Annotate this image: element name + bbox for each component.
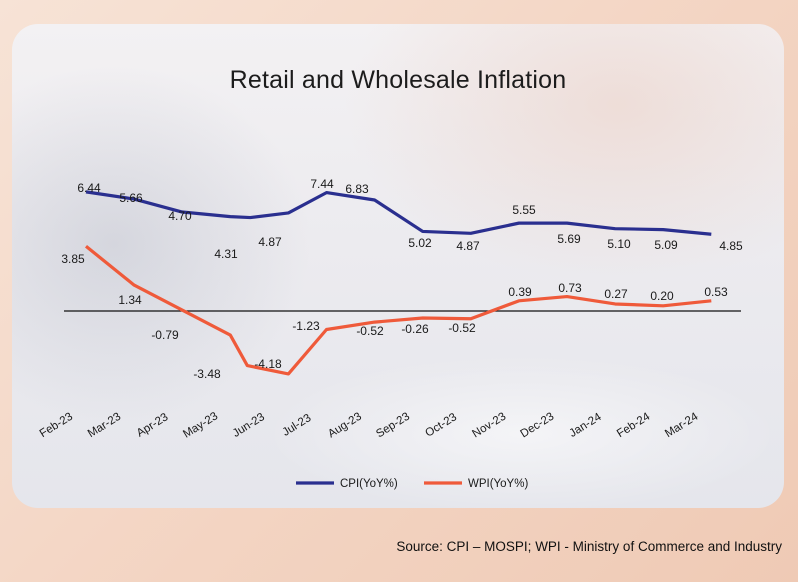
cpi-data-label: 7.44 [310, 177, 334, 191]
cpi-data-label: 4.85 [719, 239, 743, 253]
chart-title: Retail and Wholesale Inflation [229, 66, 567, 94]
background-photo-papers [262, 354, 782, 508]
wpi-data-label: -4.18 [254, 357, 282, 371]
cpi-data-label: 4.31 [214, 247, 238, 261]
wpi-data-label: 0.20 [650, 289, 674, 303]
series-wpi-line [84, 245, 712, 376]
wpi-data-label: -0.52 [356, 324, 384, 338]
x-tick-label: Mar-23 [86, 411, 123, 440]
x-tick-label: Mar-24 [663, 410, 701, 440]
wpi-data-label: -0.52 [448, 321, 476, 335]
x-tick-label: Jan-24 [567, 411, 604, 440]
series-cpi-line [85, 190, 712, 236]
cpi-data-label: 5.69 [557, 232, 581, 246]
x-tick-label: Feb-23 [38, 411, 75, 440]
cpi-data-label: 6.83 [345, 182, 369, 196]
x-tick-label: Jun-23 [231, 411, 267, 440]
wpi-data-label: -0.26 [401, 322, 429, 336]
cpi-data-label: 4.87 [456, 239, 480, 253]
chart-card: Retail and Wholesale Inflation [12, 24, 784, 508]
cpi-data-label: 5.02 [408, 236, 432, 250]
legend-cpi-label: CPI(YoY%) [340, 478, 398, 490]
x-tick-label: Apr-23 [135, 411, 171, 439]
wpi-data-label: -0.79 [151, 328, 179, 342]
x-tick-label: Feb-24 [615, 410, 653, 440]
wpi-data-label: -1.23 [292, 319, 320, 333]
cpi-data-label: 5.10 [607, 237, 631, 251]
legend-wpi-label: WPI(YoY%) [468, 478, 528, 490]
cpi-data-label: 6.44 [77, 181, 101, 195]
wpi-data-label: 0.39 [508, 285, 532, 299]
wpi-data-label: 0.73 [558, 281, 582, 295]
background-photo-hand [342, 24, 784, 284]
cpi-data-label: 4.87 [258, 235, 282, 249]
x-tick-label: Aug-23 [326, 411, 364, 441]
wpi-data-label: 3.85 [61, 252, 85, 266]
cpi-data-label: 5.09 [654, 238, 678, 252]
wpi-data-label: -3.48 [193, 367, 221, 381]
cpi-data-label: 5.66 [119, 191, 143, 205]
x-tick-label: Dec-23 [519, 411, 557, 441]
source-note: Source: CPI – MOSPI; WPI - Ministry of C… [396, 539, 782, 554]
wpi-data-label: 0.53 [704, 285, 728, 299]
x-tick-label: Nov-23 [470, 411, 508, 441]
cpi-data-label: 4.70 [168, 209, 192, 223]
wpi-data-label: 0.27 [604, 287, 628, 301]
x-tick-label: May-23 [181, 410, 220, 441]
cpi-data-label: 5.55 [512, 203, 536, 217]
x-tick-label: Oct-23 [423, 411, 459, 439]
wpi-data-label: 1.34 [118, 293, 142, 307]
x-tick-label: Sep-23 [374, 411, 412, 441]
x-tick-label: Jul-23 [280, 412, 313, 439]
